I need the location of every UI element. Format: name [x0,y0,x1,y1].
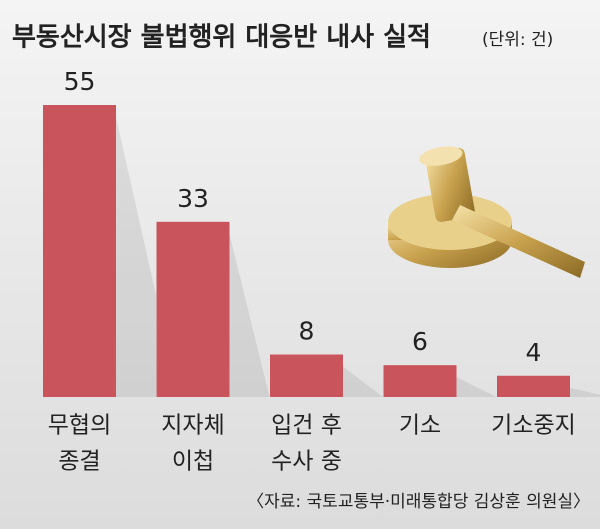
value-label: 8 [299,317,315,346]
category-label: 이첩 [172,449,214,475]
gavel-illustration [388,146,585,278]
category-label: 기소 [399,413,441,439]
value-label: 55 [64,67,96,96]
bar-shadow [229,233,270,397]
source-note: 〈자료: 국토교통부·미래통합당 김상훈 의원실〉 [247,492,590,512]
category-label: 기소중지 [491,413,576,439]
value-label: 4 [526,338,542,367]
bar-shadow [116,117,156,397]
bar [497,375,570,397]
bar [156,221,230,397]
category-label: 무협의 [48,413,111,439]
bar [270,354,343,397]
bar [383,365,457,397]
category-label: 지자체 [161,413,224,439]
bar-shadow [456,377,497,397]
unit-label: (단위: 건) [482,30,553,50]
bar-shadow [570,387,600,397]
category-label: 수사 중 [271,449,342,475]
bar-shadow [343,366,383,397]
chart-title: 부동산시장 불법행위 대응반 내사 실적 [12,23,431,53]
bar [43,105,116,397]
category-label: 종결 [58,449,100,475]
value-label: 33 [177,184,209,213]
value-label: 6 [412,327,428,356]
category-label: 입건 후 [271,413,342,439]
